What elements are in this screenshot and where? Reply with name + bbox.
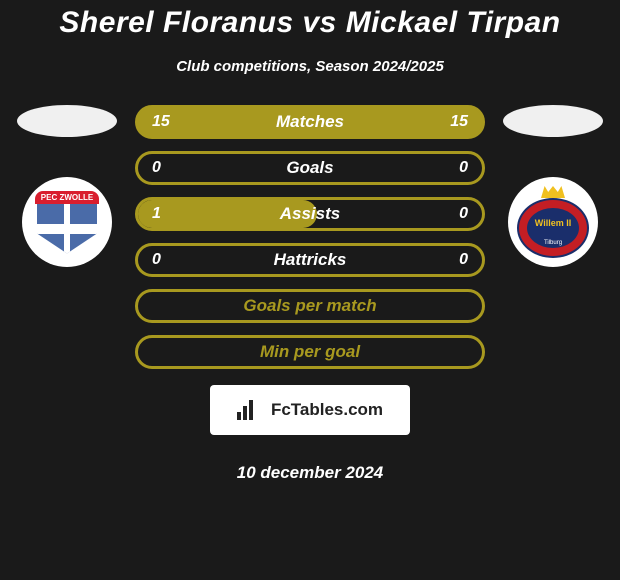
comparison-area: PEC ZWOLLE 15 Matches 15 0 Goals 0 1 Ass…	[7, 105, 613, 483]
subtitle: Club competitions, Season 2024/2025	[176, 58, 444, 75]
crown-icon	[541, 186, 565, 198]
stat-row-gpm: Goals per match	[135, 289, 485, 323]
pec-shield-icon	[37, 204, 97, 254]
pec-text: PEC ZWOLLE	[35, 191, 99, 204]
fctables-text: FcTables.com	[271, 400, 383, 420]
stat-row-goals: 0 Goals 0	[135, 151, 485, 185]
stat-right-value: 0	[459, 251, 468, 269]
stat-label: Goals per match	[138, 296, 482, 316]
right-player-column: Willem II Tilburg	[493, 105, 613, 267]
stat-row-assists: 1 Assists 0	[135, 197, 485, 231]
stat-label: Matches	[138, 112, 482, 132]
willem-circle: Willem II Tilburg	[517, 198, 589, 258]
left-player-column: PEC ZWOLLE	[7, 105, 127, 267]
stat-label: Assists	[138, 204, 482, 224]
stat-label: Min per goal	[138, 342, 482, 362]
pec-zwolle-logo: PEC ZWOLLE	[32, 187, 102, 257]
club-badge-right: Willem II Tilburg	[508, 177, 598, 267]
player-left-avatar	[17, 105, 117, 137]
club-badge-left: PEC ZWOLLE	[22, 177, 112, 267]
stats-column: 15 Matches 15 0 Goals 0 1 Assists 0 0 Ha…	[135, 105, 485, 483]
stat-right-value: 0	[459, 159, 468, 177]
willem-ii-logo: Willem II Tilburg	[517, 186, 589, 258]
fctables-logo[interactable]: FcTables.com	[210, 385, 410, 435]
willem-city: Tilburg	[519, 240, 587, 246]
stat-row-hattricks: 0 Hattricks 0	[135, 243, 485, 277]
willem-text: Willem II	[519, 218, 587, 228]
stat-label: Goals	[138, 158, 482, 178]
page-title: Sherel Floranus vs Mickael Tirpan	[59, 6, 560, 40]
stat-row-matches: 15 Matches 15	[135, 105, 485, 139]
date-text: 10 december 2024	[237, 463, 384, 483]
main-container: Sherel Floranus vs Mickael Tirpan Club c…	[0, 0, 620, 580]
stat-label: Hattricks	[138, 250, 482, 270]
stat-right-value: 0	[459, 205, 468, 223]
stat-right-value: 15	[450, 113, 468, 131]
stat-row-mpg: Min per goal	[135, 335, 485, 369]
chart-icon	[237, 400, 265, 420]
player-right-avatar	[503, 105, 603, 137]
